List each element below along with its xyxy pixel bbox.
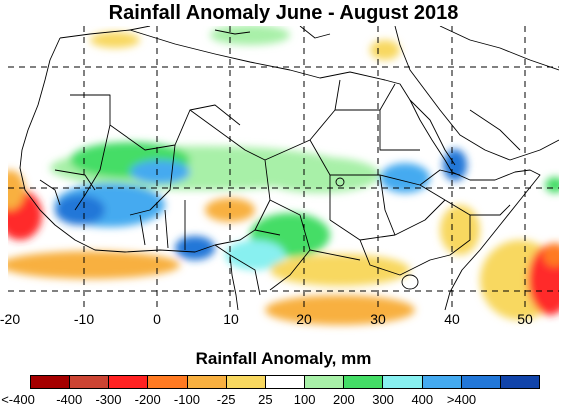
legend-swatch xyxy=(344,376,384,388)
lon-label: 50 xyxy=(517,311,533,327)
legend-colorbar xyxy=(30,375,540,389)
lon-label: -10 xyxy=(73,311,95,327)
legend-label: 100 xyxy=(293,392,316,407)
legend-label: -25 xyxy=(216,392,236,407)
lon-label: 30 xyxy=(370,311,386,327)
legend-labels: <-400 -400 -300 -200 -100 -25 25 100 200 300 400 >4… xyxy=(0,392,567,410)
lon-label: -20 xyxy=(0,311,21,327)
legend-swatch xyxy=(70,376,110,388)
legend-title: Rainfall Anomaly, mm xyxy=(195,349,372,368)
legend-swatch xyxy=(383,376,423,388)
legend-swatch xyxy=(148,376,188,388)
legend-swatch xyxy=(226,376,266,388)
legend-swatch xyxy=(305,376,345,388)
legend-swatch xyxy=(422,376,462,388)
lon-label: 20 xyxy=(296,311,312,327)
legend-label: >400 xyxy=(446,392,477,407)
map-title: Rainfall Anomaly June - August 2018 xyxy=(108,2,459,24)
legend-label: 400 xyxy=(411,392,434,407)
legend-label: -200 xyxy=(134,392,161,407)
legend-swatch xyxy=(265,376,306,388)
legend-label: <-400 xyxy=(1,392,35,407)
legend-label: -300 xyxy=(95,392,122,407)
legend-swatch xyxy=(461,376,501,388)
country-borders xyxy=(19,26,559,311)
lon-label: 0 xyxy=(153,311,161,327)
legend-label: 200 xyxy=(332,392,355,407)
legend-swatch xyxy=(31,376,71,388)
legend-label: 300 xyxy=(372,392,394,407)
legend-label: 25 xyxy=(258,392,273,407)
legend-swatch xyxy=(500,376,540,388)
lon-label: 10 xyxy=(223,311,239,327)
longitude-axis: -20 -10 0 10 20 30 40 50 xyxy=(0,311,567,331)
rainfall-anomaly-map xyxy=(8,26,559,325)
legend-label: -400 xyxy=(56,392,83,407)
legend-swatch xyxy=(109,376,149,388)
legend-swatch xyxy=(187,376,227,388)
legend-label: -100 xyxy=(173,392,200,407)
lon-label: 40 xyxy=(444,311,460,327)
